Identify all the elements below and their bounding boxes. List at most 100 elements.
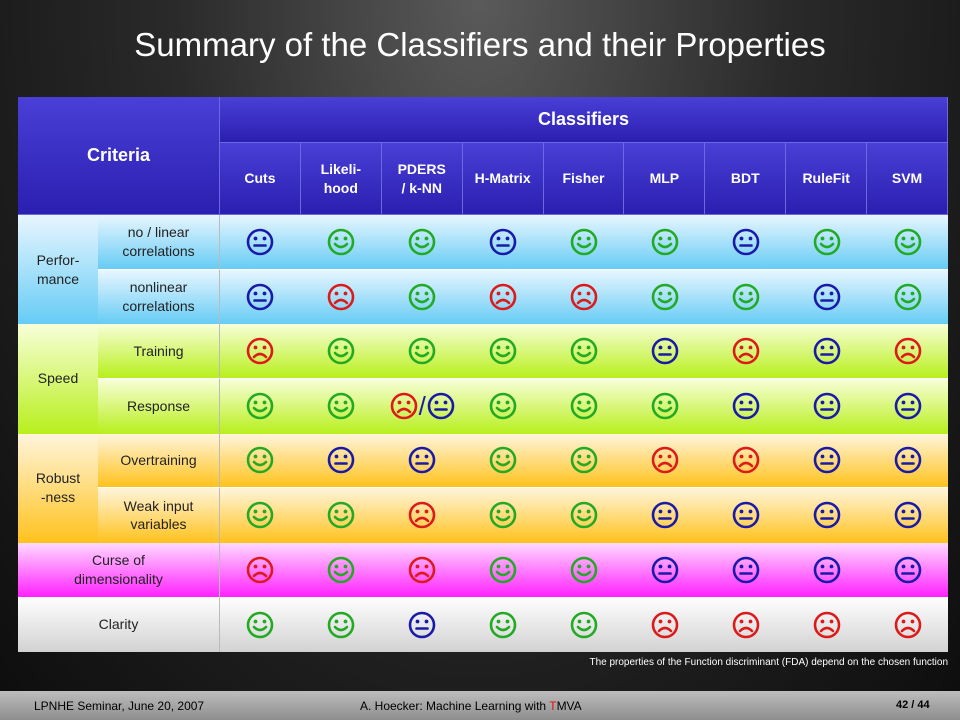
- smiley-happy-icon: [732, 283, 760, 311]
- criterion-clarity: Clarity: [18, 597, 220, 652]
- rating-cell: [786, 324, 868, 379]
- criterion-sub-1-0: Training: [98, 324, 220, 379]
- smiley-happy-icon: [247, 447, 274, 474]
- rating-cell: [381, 488, 463, 543]
- smiley-happy-icon: [408, 283, 436, 311]
- rating-cell: [220, 433, 301, 489]
- rating-cell: [786, 215, 868, 270]
- smiley-sad-icon: [328, 283, 355, 311]
- smiley-happy-icon: [894, 283, 921, 311]
- rating-cell: [220, 542, 301, 598]
- rating-cell: [381, 433, 463, 489]
- smiley-sad-icon: [570, 283, 598, 311]
- smiley-sad-icon: [732, 447, 760, 474]
- smiley-sad-icon: [390, 392, 417, 420]
- rating-cell: [381, 215, 463, 270]
- rating-cell: [786, 488, 868, 543]
- rating-cell: [624, 269, 706, 325]
- rating-cell: [543, 433, 625, 489]
- rating-cell: [220, 324, 301, 379]
- rating-cell: [300, 542, 382, 598]
- rating-cell: [300, 433, 382, 489]
- smiley-happy-icon: [489, 337, 517, 365]
- classifier-header-cuts: Cuts: [220, 143, 301, 215]
- rating-cell: [543, 542, 625, 598]
- rating-cell: [705, 488, 787, 543]
- classifier-header-mlp: MLP: [624, 143, 706, 215]
- smiley-happy-icon: [489, 392, 517, 420]
- smiley-happy-icon: [489, 611, 517, 638]
- smiley-neutral-icon: [813, 392, 840, 420]
- smiley-happy-icon: [651, 392, 679, 420]
- smiley-happy-icon: [328, 556, 355, 584]
- rating-cell: [543, 269, 625, 325]
- smiley-happy-icon: [489, 502, 517, 529]
- smiley-happy-icon: [328, 502, 355, 529]
- classifier-header-likeli-hood: Likeli- hood: [300, 143, 382, 215]
- smiley-sad-icon: [247, 337, 274, 365]
- smiley-neutral-icon: [813, 502, 840, 529]
- rating-cell: [300, 488, 382, 543]
- smiley-happy-icon: [328, 228, 355, 256]
- smiley-neutral-icon: [247, 283, 274, 311]
- smiley-neutral-icon: [427, 392, 455, 420]
- smiley-neutral-icon: [732, 502, 760, 529]
- rating-cell: [867, 597, 948, 652]
- rating-cell: [867, 433, 948, 489]
- criterion-group-2: Robust -ness: [18, 433, 98, 543]
- smiley-happy-icon: [328, 337, 355, 365]
- rating-cell: [543, 378, 625, 434]
- smiley-neutral-icon: [651, 337, 679, 365]
- smiley-happy-icon: [247, 611, 274, 638]
- smiley-happy-icon: [570, 556, 598, 584]
- criterion-sub-2-0: Overtraining: [98, 433, 220, 489]
- rating-cell: [786, 433, 868, 489]
- smiley-happy-icon: [489, 447, 517, 474]
- criterion-curse-of-dimensionality: Curse of dimensionality: [18, 542, 220, 598]
- rating-cell: [624, 542, 706, 598]
- smiley-neutral-icon: [894, 502, 921, 529]
- rating-cell: [462, 433, 544, 489]
- rating-cell: [624, 433, 706, 489]
- smiley-neutral-icon: [651, 502, 679, 529]
- rating-cell: [462, 597, 544, 652]
- rating-cell: [705, 378, 787, 434]
- rating-cell: [624, 597, 706, 652]
- rating-cell: [462, 269, 544, 325]
- smiley-sad-icon: [894, 337, 921, 365]
- smiley-neutral-icon: [489, 228, 517, 256]
- rating-cell: [867, 324, 948, 379]
- rating-cell: [462, 488, 544, 543]
- smiley-neutral-icon: [813, 337, 840, 365]
- smiley-happy-icon: [570, 447, 598, 474]
- smiley-neutral-icon: [408, 447, 436, 474]
- rating-cell: [462, 378, 544, 434]
- smiley-sad-icon: [247, 556, 274, 584]
- smiley-happy-icon: [247, 502, 274, 529]
- rating-cell: [543, 215, 625, 270]
- rating-cell: [624, 324, 706, 379]
- rating-cell: [220, 597, 301, 652]
- slide-footer: LPNHE Seminar, June 20, 2007 A. Hoecker:…: [0, 691, 960, 720]
- rating-cell: [381, 542, 463, 598]
- slide-title: Summary of the Classifiers and their Pro…: [134, 26, 826, 63]
- smiley-neutral-icon: [328, 447, 355, 474]
- smiley-sad-icon: [894, 611, 921, 638]
- rating-cell: [300, 597, 382, 652]
- rating-separator: /: [418, 390, 426, 421]
- rating-cell: [300, 269, 382, 325]
- rating-cell: [867, 378, 948, 434]
- smiley-neutral-icon: [651, 556, 679, 584]
- classifier-header-h-matrix: H-Matrix: [462, 143, 544, 215]
- rating-cell: [867, 488, 948, 543]
- smiley-happy-icon: [570, 502, 598, 529]
- smiley-neutral-icon: [813, 283, 840, 311]
- rating-cell: [705, 269, 787, 325]
- rating-cell: [867, 215, 948, 270]
- rating-cell: [300, 324, 382, 379]
- criterion-sub-1-1: Response: [98, 378, 220, 434]
- smiley-sad-icon: [813, 611, 840, 638]
- footer-tmva-t: T: [549, 699, 557, 713]
- smiley-sad-icon: [732, 611, 760, 638]
- criterion-sub-0-1: nonlinear correlations: [98, 269, 220, 325]
